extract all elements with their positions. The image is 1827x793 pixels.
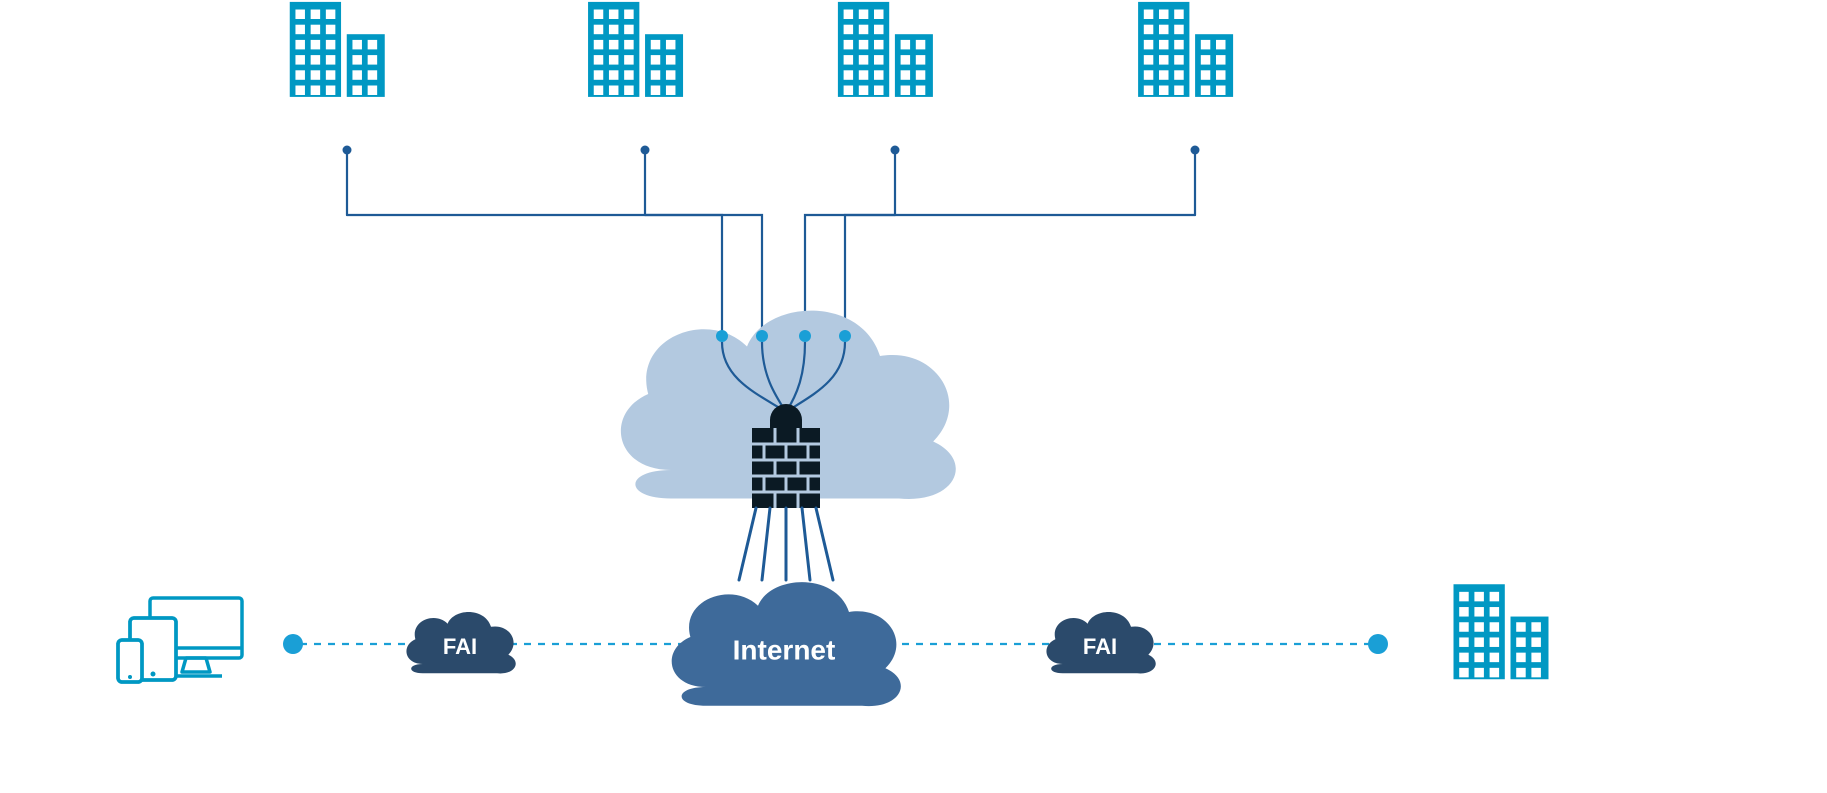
fai-right-label: FAI	[1083, 634, 1117, 659]
fai-cloud-right: FAI	[1046, 612, 1155, 673]
devices-icon	[118, 598, 242, 682]
top-building-1	[290, 2, 385, 97]
fai-left-label: FAI	[443, 634, 477, 659]
diagram-svg: FAI Internet FAI	[0, 0, 1827, 793]
network-diagram: FAI Internet FAI	[0, 0, 1827, 793]
right-building	[1454, 584, 1549, 679]
bus-lines	[347, 154, 1195, 336]
fai-cloud-left: FAI	[406, 612, 515, 673]
internet-label: Internet	[733, 634, 836, 665]
top-building-3	[838, 2, 933, 97]
internet-cloud: Internet	[672, 582, 901, 706]
top-building-4	[1138, 2, 1233, 97]
top-connector-dots	[343, 146, 1200, 155]
top-building-2	[588, 2, 683, 97]
funnel-lines	[739, 508, 833, 580]
